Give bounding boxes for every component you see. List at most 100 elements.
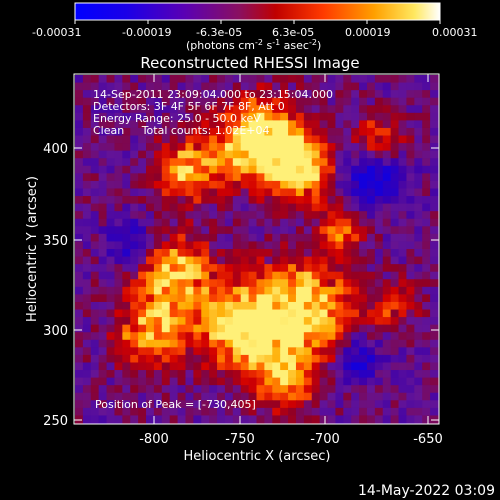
image-pixel — [264, 377, 273, 386]
image-pixel — [327, 203, 337, 212]
image-pixel — [414, 180, 423, 190]
image-pixel — [264, 233, 273, 243]
image-pixel — [217, 75, 226, 84]
image-pixel — [311, 127, 321, 137]
image-pixel — [359, 271, 368, 280]
image-pixel — [114, 233, 123, 243]
image-pixel — [303, 165, 313, 174]
image-pixel — [153, 286, 163, 295]
image-pixel — [311, 158, 321, 167]
image-pixel — [256, 75, 265, 84]
image-pixel — [114, 279, 123, 288]
image-pixel — [224, 317, 234, 326]
image-pixel — [414, 339, 423, 348]
image-pixel — [390, 339, 400, 348]
image-pixel — [311, 120, 321, 129]
image-pixel — [327, 105, 337, 114]
image-pixel — [343, 143, 352, 152]
image-pixel — [374, 233, 384, 243]
image-pixel — [161, 120, 171, 129]
image-pixel — [343, 332, 352, 341]
image-pixel — [272, 286, 281, 295]
image-pixel — [185, 407, 194, 417]
image-pixel — [240, 211, 250, 220]
image-pixel — [130, 370, 139, 379]
image-pixel — [256, 271, 265, 280]
image-pixel — [351, 294, 360, 303]
image-pixel — [359, 249, 368, 258]
image-pixel — [193, 385, 202, 394]
image-pixel — [122, 249, 131, 258]
image-pixel — [106, 150, 116, 159]
image-pixel — [185, 324, 194, 333]
image-pixel — [232, 354, 242, 364]
image-pixel — [272, 385, 281, 394]
image-pixel — [90, 339, 100, 348]
image-pixel — [185, 385, 194, 394]
image-pixel — [256, 377, 265, 386]
image-pixel — [374, 75, 384, 84]
image-pixel — [201, 354, 210, 364]
image-pixel — [106, 75, 116, 84]
image-pixel — [280, 385, 289, 394]
image-pixel — [256, 279, 265, 288]
image-pixel — [232, 218, 242, 227]
image-pixel — [414, 317, 423, 326]
image-pixel — [256, 233, 265, 243]
image-pixel — [169, 385, 179, 394]
image-pixel — [406, 332, 415, 341]
image-pixel — [374, 143, 384, 152]
image-pixel — [264, 158, 273, 167]
image-pixel — [422, 377, 431, 386]
image-pixel — [161, 143, 171, 152]
image-pixel — [177, 82, 187, 91]
image-pixel — [114, 392, 123, 401]
image-pixel — [406, 271, 415, 280]
image-pixel — [201, 150, 210, 159]
image-pixel — [90, 97, 100, 106]
image-pixel — [280, 377, 289, 386]
image-pixel — [430, 332, 439, 341]
image-pixel — [122, 392, 131, 401]
image-pixel — [374, 332, 384, 341]
image-pixel — [138, 407, 147, 417]
image-pixel — [374, 309, 384, 318]
image-pixel — [414, 241, 423, 250]
image-pixel — [359, 362, 368, 371]
image-pixel — [256, 362, 265, 371]
image-pixel — [319, 127, 329, 137]
image-pixel — [303, 400, 313, 409]
image-pixel — [351, 347, 360, 356]
image-pixel — [327, 354, 337, 364]
image-pixel — [130, 415, 139, 424]
image-pixel — [248, 377, 258, 386]
image-pixel — [359, 415, 368, 424]
image-pixel — [327, 180, 337, 190]
image-pixel — [359, 264, 368, 273]
image-pixel — [177, 150, 187, 159]
image-pixel — [98, 218, 108, 227]
image-pixel — [98, 112, 108, 121]
image-pixel — [359, 226, 368, 235]
image-pixel — [75, 75, 84, 84]
image-pixel — [335, 211, 344, 220]
image-pixel — [224, 105, 234, 114]
image-pixel — [366, 392, 376, 401]
image-pixel — [327, 90, 337, 99]
image-pixel — [382, 180, 392, 190]
image-pixel — [422, 135, 431, 144]
image-pixel — [311, 279, 321, 288]
image-pixel — [185, 218, 194, 227]
image-pixel — [406, 218, 415, 227]
image-pixel — [335, 339, 344, 348]
image-pixel — [335, 294, 344, 303]
image-pixel — [232, 180, 242, 190]
image-pixel — [335, 354, 344, 364]
image-pixel — [193, 105, 202, 114]
image-pixel — [75, 392, 84, 401]
colorbar — [74, 2, 441, 21]
image-pixel — [422, 112, 431, 121]
image-pixel — [414, 400, 423, 409]
image-pixel — [288, 354, 297, 364]
image-pixel — [114, 203, 123, 212]
